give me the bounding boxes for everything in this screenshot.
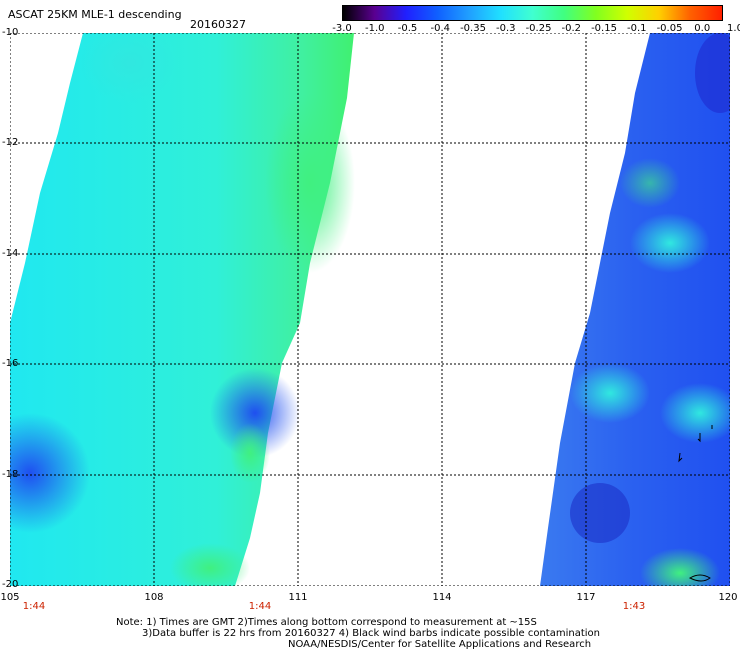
colorbar-tick-label: -0.35 (460, 23, 486, 34)
colorbar-tick-label: -0.1 (626, 23, 647, 34)
scatterometer-map (10, 33, 730, 586)
lon-label-108: 108 (144, 592, 164, 603)
wind-barbs (678, 425, 713, 582)
lat-label-18: -18 (2, 469, 19, 480)
lon-label-117: 117 (576, 592, 596, 603)
pass-time-1: 1:44 (22, 601, 46, 612)
colorbar-labels: -3.0 -1.0 -0.5 -0.4 -0.35 -0.3 -0.25 -0.2 -0.15-… (330, 23, 740, 35)
note-line-1: Note: 1) Times are GMT 2)Times along bot… (116, 617, 537, 628)
lon-label-120: 120 (718, 592, 738, 603)
colorbar-tick-label: -1.0 (364, 23, 385, 34)
colorbar-tick-label: -0.3 (495, 23, 516, 34)
colorbar-tick-label: -0.05 (656, 23, 683, 34)
colorbar-tick-label: -3.0 (332, 23, 352, 34)
colorbar (342, 5, 723, 21)
colorbar-tick-label: -0.15 (591, 23, 617, 34)
left-swath (10, 33, 355, 586)
lat-label-16: -16 (2, 358, 19, 369)
colorbar-tick-label: -0.25 (525, 23, 552, 34)
lon-label-114: 114 (432, 592, 452, 603)
colorbar-tick-label: -0.5 (397, 23, 418, 34)
colorbar-tick-label: -0.4 (430, 23, 451, 34)
lat-label-14: -14 (2, 248, 19, 259)
colorbar-tick-label: -0.2 (561, 23, 582, 34)
lat-label-12: -12 (2, 137, 19, 148)
lat-label-10: -10 (2, 27, 19, 38)
right-swath (540, 33, 730, 586)
note-line-2: 3)Data buffer is 22 hrs from 20160327 4)… (142, 628, 600, 639)
product-date: 20160327 (190, 18, 246, 31)
pass-time-2: 1:44 (248, 601, 272, 612)
lat-lon-grid (10, 33, 730, 586)
lat-label-20: -20 (2, 579, 19, 590)
lon-label-105: 105 (0, 592, 20, 603)
colorbar-tick-label: 0.0 (694, 23, 711, 34)
colorbar-tick-label: 1.0 (727, 23, 740, 34)
note-line-3: NOAA/NESDIS/Center for Satellite Applica… (288, 639, 592, 650)
product-title: ASCAT 25KM MLE-1 descending (8, 8, 182, 21)
pass-time-3: 1:43 (622, 601, 646, 612)
lon-label-111: 111 (288, 592, 308, 603)
